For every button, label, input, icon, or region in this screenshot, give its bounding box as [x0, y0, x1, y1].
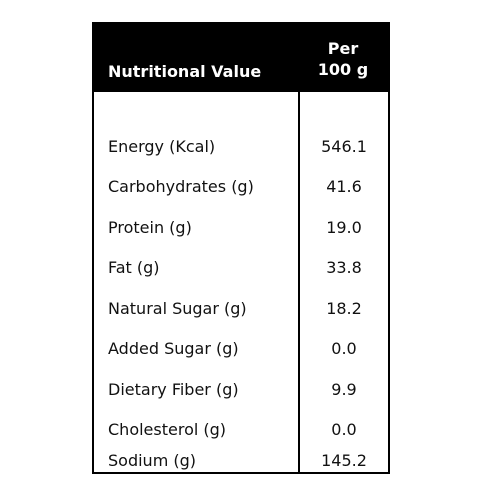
row-value: 33.8 [326, 258, 362, 277]
nutrition-table: Nutritional Value Per 100 g Energy (Kcal… [92, 22, 390, 474]
row-value: 18.2 [326, 299, 362, 318]
row-label: Carbohydrates (g) [108, 177, 254, 196]
row-label: Cholesterol (g) [108, 420, 227, 439]
table-row: Carbohydrates (g) 41.6 [94, 167, 388, 207]
table-row: Fat (g) 33.8 [94, 248, 388, 288]
table-row: Energy (Kcal) 546.1 [94, 127, 388, 167]
row-label: Added Sugar (g) [108, 339, 239, 358]
header-per-100g: Per 100 g [298, 38, 388, 80]
table-header: Nutritional Value Per 100 g [94, 24, 388, 92]
row-label: Protein (g) [108, 218, 192, 237]
header-per-line1: Per [327, 39, 359, 58]
row-value: 9.9 [331, 380, 357, 399]
header-per-line2: 100 g [317, 60, 369, 79]
table-row: Protein (g) 19.0 [94, 208, 388, 248]
row-value: 0.0 [331, 339, 357, 358]
row-label: Sodium (g) [108, 451, 196, 470]
row-label: Energy (Kcal) [108, 137, 216, 156]
table-row: Added Sugar (g) 0.0 [94, 329, 388, 369]
table-row: Natural Sugar (g) 18.2 [94, 289, 388, 329]
row-label: Natural Sugar (g) [108, 299, 247, 318]
header-nutritional-value: Nutritional Value [108, 62, 262, 81]
table-row: Sodium (g) 145.2 [94, 441, 388, 481]
row-value: 19.0 [326, 218, 362, 237]
row-value: 546.1 [321, 137, 367, 156]
table-row: Dietary Fiber (g) 9.9 [94, 370, 388, 410]
row-value: 145.2 [321, 451, 367, 470]
row-value: 0.0 [331, 420, 357, 439]
row-value: 41.6 [326, 177, 362, 196]
column-divider [298, 92, 300, 474]
row-label: Dietary Fiber (g) [108, 380, 239, 399]
table-row: Cholesterol (g) 0.0 [94, 410, 388, 450]
row-label: Fat (g) [108, 258, 160, 277]
